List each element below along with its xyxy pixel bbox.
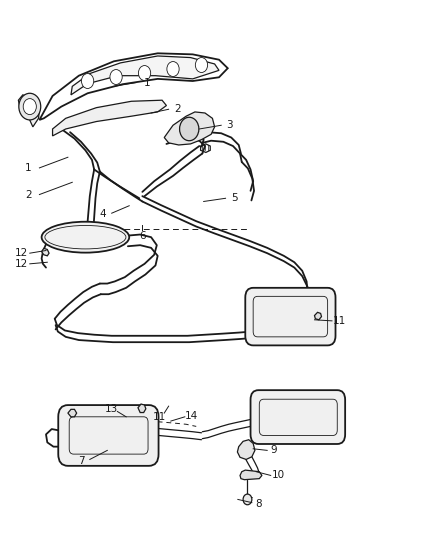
Text: 7: 7 (78, 456, 85, 466)
Circle shape (138, 66, 151, 80)
Polygon shape (42, 248, 49, 256)
Circle shape (23, 99, 36, 115)
Polygon shape (240, 470, 262, 480)
Text: 1: 1 (143, 78, 150, 87)
FancyBboxPatch shape (58, 405, 159, 466)
Circle shape (195, 58, 208, 72)
Text: 4: 4 (99, 209, 106, 219)
Ellipse shape (42, 222, 129, 253)
Polygon shape (237, 440, 255, 459)
Text: 13: 13 (105, 405, 118, 414)
Polygon shape (68, 409, 77, 417)
Circle shape (167, 62, 179, 76)
Text: 14: 14 (185, 411, 198, 421)
Text: 12: 12 (14, 248, 28, 258)
Text: 5: 5 (231, 193, 238, 203)
Text: 8: 8 (255, 499, 262, 508)
Text: 1: 1 (25, 163, 32, 173)
Text: 11: 11 (333, 316, 346, 326)
Text: 12: 12 (14, 259, 28, 269)
FancyBboxPatch shape (251, 390, 345, 444)
Polygon shape (71, 56, 219, 95)
Text: 10: 10 (272, 471, 285, 480)
Text: 2: 2 (174, 104, 181, 114)
Polygon shape (53, 100, 166, 136)
Polygon shape (138, 404, 146, 413)
Circle shape (19, 93, 41, 120)
Circle shape (243, 494, 252, 505)
Polygon shape (164, 112, 215, 145)
Circle shape (110, 70, 122, 84)
Polygon shape (314, 312, 321, 320)
Text: 9: 9 (270, 446, 277, 455)
Text: 6: 6 (139, 231, 146, 240)
Text: 3: 3 (226, 120, 233, 130)
Text: 2: 2 (25, 190, 32, 199)
Polygon shape (18, 95, 39, 127)
Text: 11: 11 (153, 412, 166, 422)
FancyBboxPatch shape (245, 288, 336, 345)
Circle shape (180, 117, 199, 141)
Circle shape (81, 74, 94, 88)
